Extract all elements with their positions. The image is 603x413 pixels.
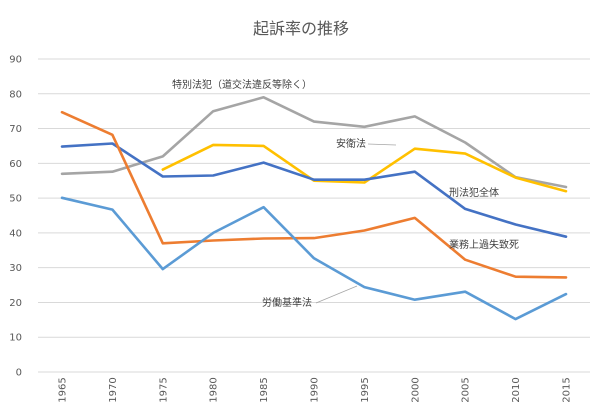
y-tick-label: 90 bbox=[9, 55, 22, 66]
series-line-1 bbox=[161, 143, 568, 193]
series-annotation-label: 刑法犯全体 bbox=[449, 186, 499, 199]
y-tick-label: 20 bbox=[9, 298, 22, 309]
x-tick-label: 1980 bbox=[209, 377, 220, 402]
annotation-leader bbox=[315, 285, 358, 304]
series-line-4 bbox=[60, 196, 568, 321]
annotation-leader bbox=[367, 143, 397, 146]
series-annotation-label: 安衛法 bbox=[336, 137, 366, 150]
y-tick-label: 80 bbox=[9, 89, 22, 100]
x-axis: 1965 1970 1975 1980 1985 1990 1995 2000 2005 2010… bbox=[58, 377, 573, 402]
x-tick-label: 2010 bbox=[511, 377, 522, 402]
y-tick-label: 60 bbox=[9, 159, 22, 170]
series-annotation-label: 特別法犯（道交法違反等除く） bbox=[172, 78, 312, 91]
x-tick-label: 1985 bbox=[259, 377, 270, 402]
x-tick-label: 1990 bbox=[310, 377, 321, 402]
chart-title: 起訴率の推移 bbox=[253, 19, 349, 38]
gridlines bbox=[38, 58, 590, 373]
x-tick-label: 2005 bbox=[461, 377, 472, 402]
y-tick-label: 70 bbox=[9, 124, 22, 135]
y-tick-label: 50 bbox=[9, 194, 22, 205]
x-tick-label: 2015 bbox=[562, 377, 573, 402]
x-tick-label: 1975 bbox=[158, 377, 169, 402]
y-tick-label: 10 bbox=[9, 333, 22, 344]
x-tick-label: 1995 bbox=[360, 377, 371, 402]
y-tick-label: 40 bbox=[9, 228, 22, 239]
series-line-2 bbox=[60, 142, 568, 238]
series-line-3 bbox=[60, 110, 568, 279]
x-tick-label: 1965 bbox=[58, 377, 69, 402]
x-tick-label: 2000 bbox=[410, 377, 421, 402]
y-axis: 0 10 20 30 40 50 60 70 80 90 bbox=[9, 55, 22, 379]
series-annotation-label: 業務上過失致死 bbox=[449, 238, 519, 251]
series-line-0 bbox=[60, 96, 568, 189]
series-annotation-label: 労働基準法 bbox=[262, 296, 312, 309]
series-lines bbox=[60, 96, 568, 321]
y-tick-label: 0 bbox=[16, 368, 22, 379]
x-tick-label: 1970 bbox=[108, 377, 119, 402]
y-tick-label: 30 bbox=[9, 263, 22, 274]
